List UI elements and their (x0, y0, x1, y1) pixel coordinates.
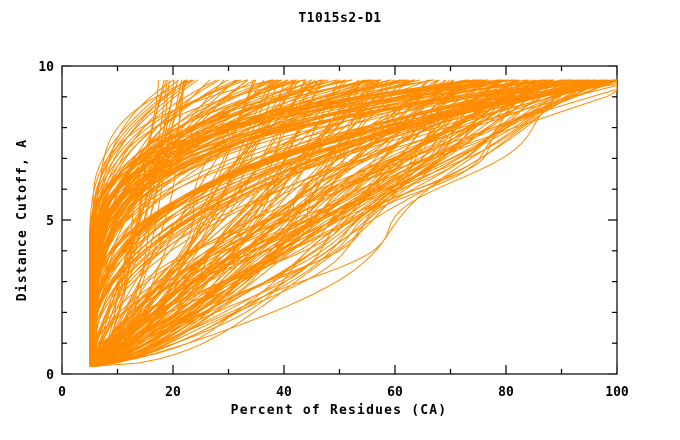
data-curve (89, 79, 613, 367)
data-curve (89, 79, 608, 367)
data-curve (90, 79, 568, 367)
x-axis-label: Percent of Residues (CA) (231, 403, 448, 418)
x-tick-label: 60 (387, 385, 403, 400)
data-curve (89, 79, 563, 367)
chart-title: T1015s2-D1 (298, 11, 382, 26)
data-curve (89, 79, 534, 367)
data-curve (97, 79, 510, 367)
x-tick-label: 100 (605, 385, 629, 400)
data-curve (91, 79, 195, 367)
data-curve (91, 79, 617, 367)
data-curve (89, 79, 160, 367)
data-curve (90, 79, 329, 367)
x-tick-label: 20 (165, 385, 181, 400)
data-curve (89, 79, 609, 367)
data-curve (89, 79, 572, 367)
x-axis-ticks (61, 66, 618, 374)
data-curve (89, 79, 353, 367)
curve-bundle (89, 79, 617, 367)
x-tick-label: 0 (58, 385, 66, 400)
data-curve (89, 79, 589, 367)
data-curve (89, 79, 503, 367)
data-curve (89, 79, 502, 367)
y-axis-label: Distance Cutoff, A (15, 139, 30, 301)
data-curve (91, 79, 527, 367)
y-tick-label: 10 (38, 60, 54, 75)
x-tick-label: 40 (276, 385, 292, 400)
data-curve (89, 79, 580, 367)
y-axis-ticks (62, 65, 617, 375)
y-tick-label: 0 (46, 368, 54, 383)
x-tick-label: 80 (498, 385, 514, 400)
data-curve (92, 79, 420, 367)
y-tick-label: 5 (46, 214, 54, 229)
data-curve (90, 79, 617, 367)
data-curve (89, 79, 555, 367)
data-curve (90, 79, 617, 367)
data-curve (94, 79, 617, 367)
data-curve (89, 79, 602, 367)
data-curve (89, 79, 570, 367)
x-axis-tick-labels: 0 20 40 60 80 100 (58, 385, 629, 400)
y-axis-tick-labels: 0 5 10 (38, 60, 54, 383)
data-curve (89, 79, 579, 367)
data-curve (91, 79, 520, 367)
data-curve (97, 79, 595, 367)
data-curve (91, 79, 322, 367)
data-curve (89, 79, 341, 367)
data-curve (97, 79, 503, 367)
data-curve (89, 79, 599, 367)
